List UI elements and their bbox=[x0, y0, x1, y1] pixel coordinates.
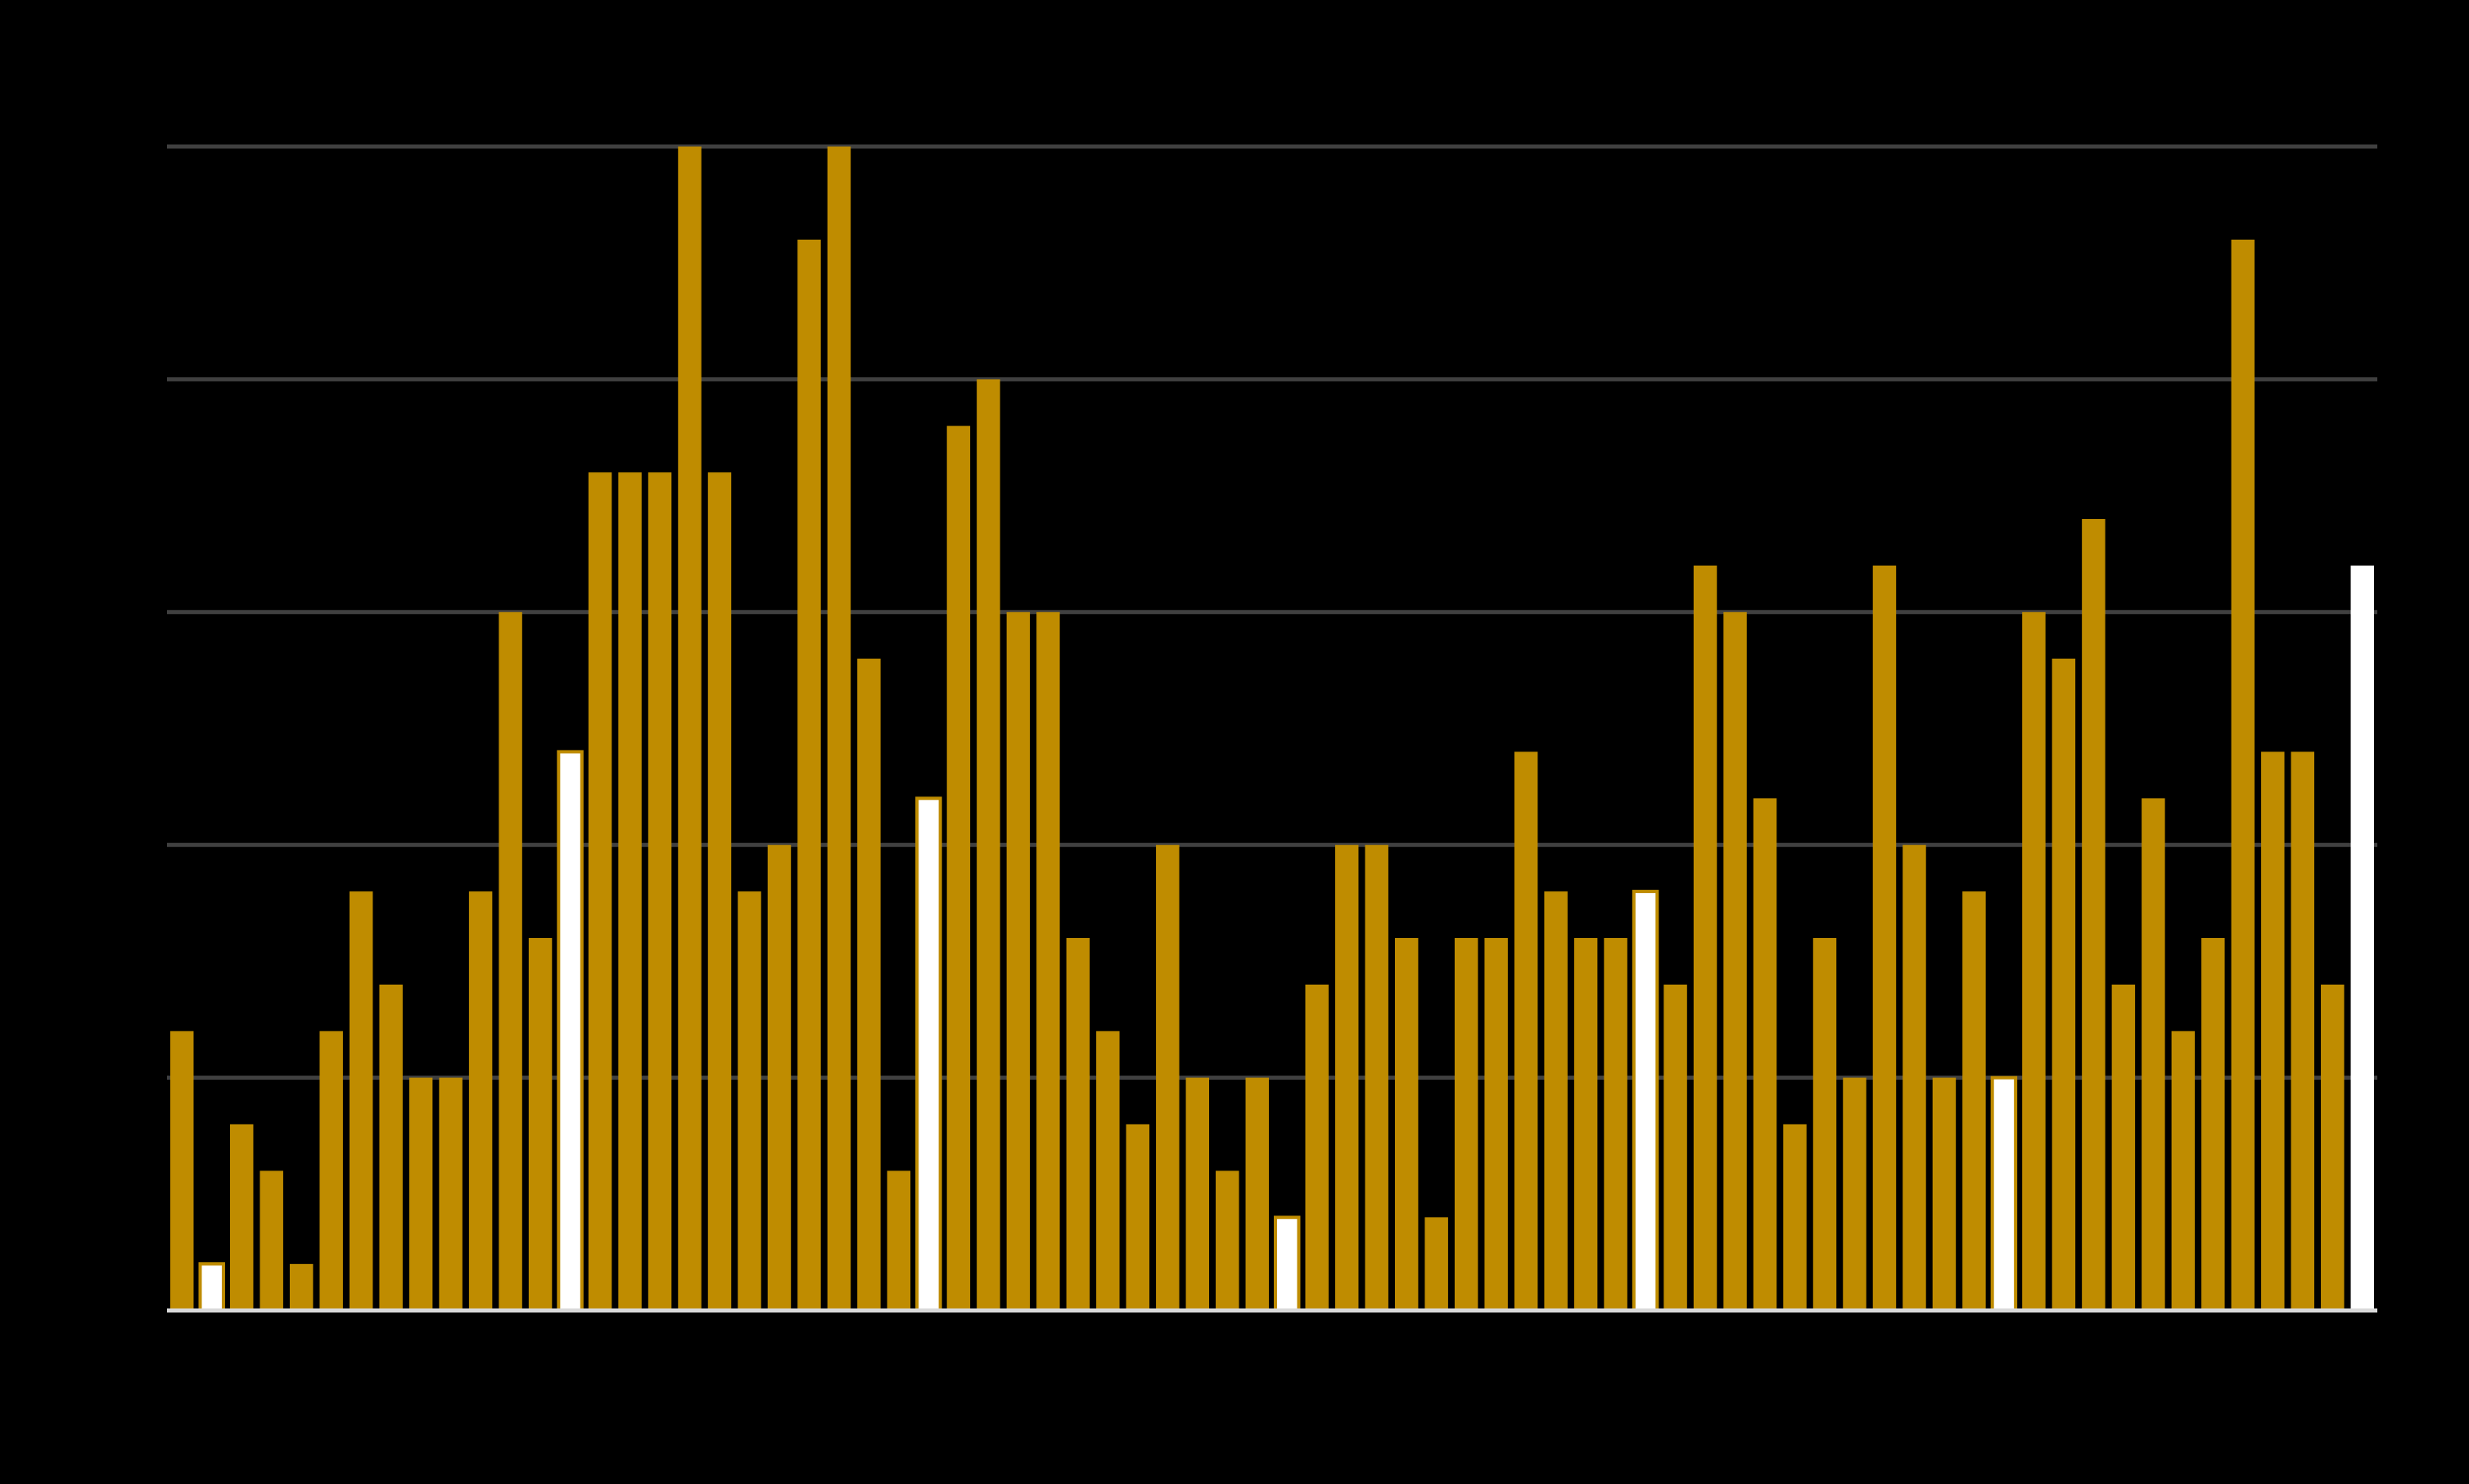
bar bbox=[1066, 937, 1090, 1310]
bar bbox=[1812, 937, 1837, 1310]
bar bbox=[2111, 984, 2136, 1310]
bar bbox=[1424, 1217, 1448, 1310]
bar bbox=[1604, 937, 1627, 1310]
bar bbox=[1663, 984, 1687, 1310]
bar bbox=[738, 891, 761, 1310]
bar bbox=[2051, 658, 2076, 1310]
bar bbox=[1843, 1077, 1866, 1310]
bar bbox=[588, 472, 612, 1310]
bar bbox=[1932, 1077, 1957, 1310]
bar bbox=[678, 147, 702, 1310]
bar bbox=[1544, 891, 1568, 1310]
bar bbox=[379, 984, 403, 1310]
bar bbox=[827, 147, 851, 1310]
bar bbox=[1753, 798, 1777, 1310]
bar bbox=[1454, 937, 1478, 1310]
bar bbox=[260, 1171, 283, 1310]
bar bbox=[468, 891, 493, 1310]
bar bbox=[1185, 1077, 1210, 1310]
bar bbox=[1126, 1124, 1150, 1310]
bar bbox=[1006, 611, 1031, 1310]
bar bbox=[887, 1171, 911, 1310]
bar bbox=[2231, 239, 2255, 1310]
bar-highlighted bbox=[1990, 1076, 2018, 1312]
bar bbox=[2201, 937, 2225, 1310]
bar bbox=[1156, 845, 1180, 1310]
bar bbox=[1365, 845, 1388, 1310]
bar bbox=[170, 1031, 194, 1310]
bar bbox=[1723, 611, 1747, 1310]
bar bbox=[618, 472, 642, 1310]
bar bbox=[1036, 611, 1060, 1310]
bar bbox=[648, 472, 672, 1310]
bar-highlighted bbox=[1632, 890, 1659, 1312]
bar-highlighted bbox=[2350, 565, 2374, 1310]
bar bbox=[229, 1124, 254, 1310]
bar-highlighted bbox=[198, 1262, 225, 1312]
bar bbox=[1334, 845, 1359, 1310]
bar bbox=[2321, 984, 2345, 1310]
bar-highlighted bbox=[557, 750, 584, 1312]
bar bbox=[528, 937, 553, 1310]
bar bbox=[1783, 1124, 1807, 1310]
bar bbox=[2082, 519, 2106, 1310]
bar bbox=[707, 472, 732, 1310]
bar bbox=[1872, 565, 1897, 1310]
bar bbox=[2142, 798, 2165, 1310]
bar bbox=[977, 379, 1000, 1310]
bar bbox=[1394, 937, 1419, 1310]
bar bbox=[1096, 1031, 1120, 1310]
bar bbox=[767, 845, 792, 1310]
bar-highlighted bbox=[915, 796, 942, 1312]
bar bbox=[946, 426, 971, 1310]
bar bbox=[2171, 1031, 2196, 1310]
bar bbox=[1484, 937, 1508, 1310]
bar bbox=[1216, 1171, 1239, 1310]
bar bbox=[439, 1077, 463, 1310]
bar bbox=[1245, 1077, 1269, 1310]
bar bbox=[857, 658, 881, 1310]
bar bbox=[499, 611, 522, 1310]
bar bbox=[797, 239, 821, 1310]
bar bbox=[349, 891, 373, 1310]
bar-series bbox=[170, 147, 2374, 1312]
bar bbox=[2291, 751, 2315, 1310]
bar bbox=[1305, 984, 1329, 1310]
bar bbox=[2261, 751, 2285, 1310]
bar bbox=[319, 1031, 343, 1310]
bar bbox=[1514, 751, 1538, 1310]
bar bbox=[1573, 937, 1598, 1310]
bar bbox=[289, 1264, 314, 1310]
bar bbox=[1903, 845, 1926, 1310]
bar-highlighted bbox=[1274, 1216, 1301, 1312]
bar bbox=[2022, 611, 2046, 1310]
bar bbox=[408, 1077, 433, 1310]
bar bbox=[1962, 891, 1986, 1310]
bar bbox=[1693, 565, 1717, 1310]
